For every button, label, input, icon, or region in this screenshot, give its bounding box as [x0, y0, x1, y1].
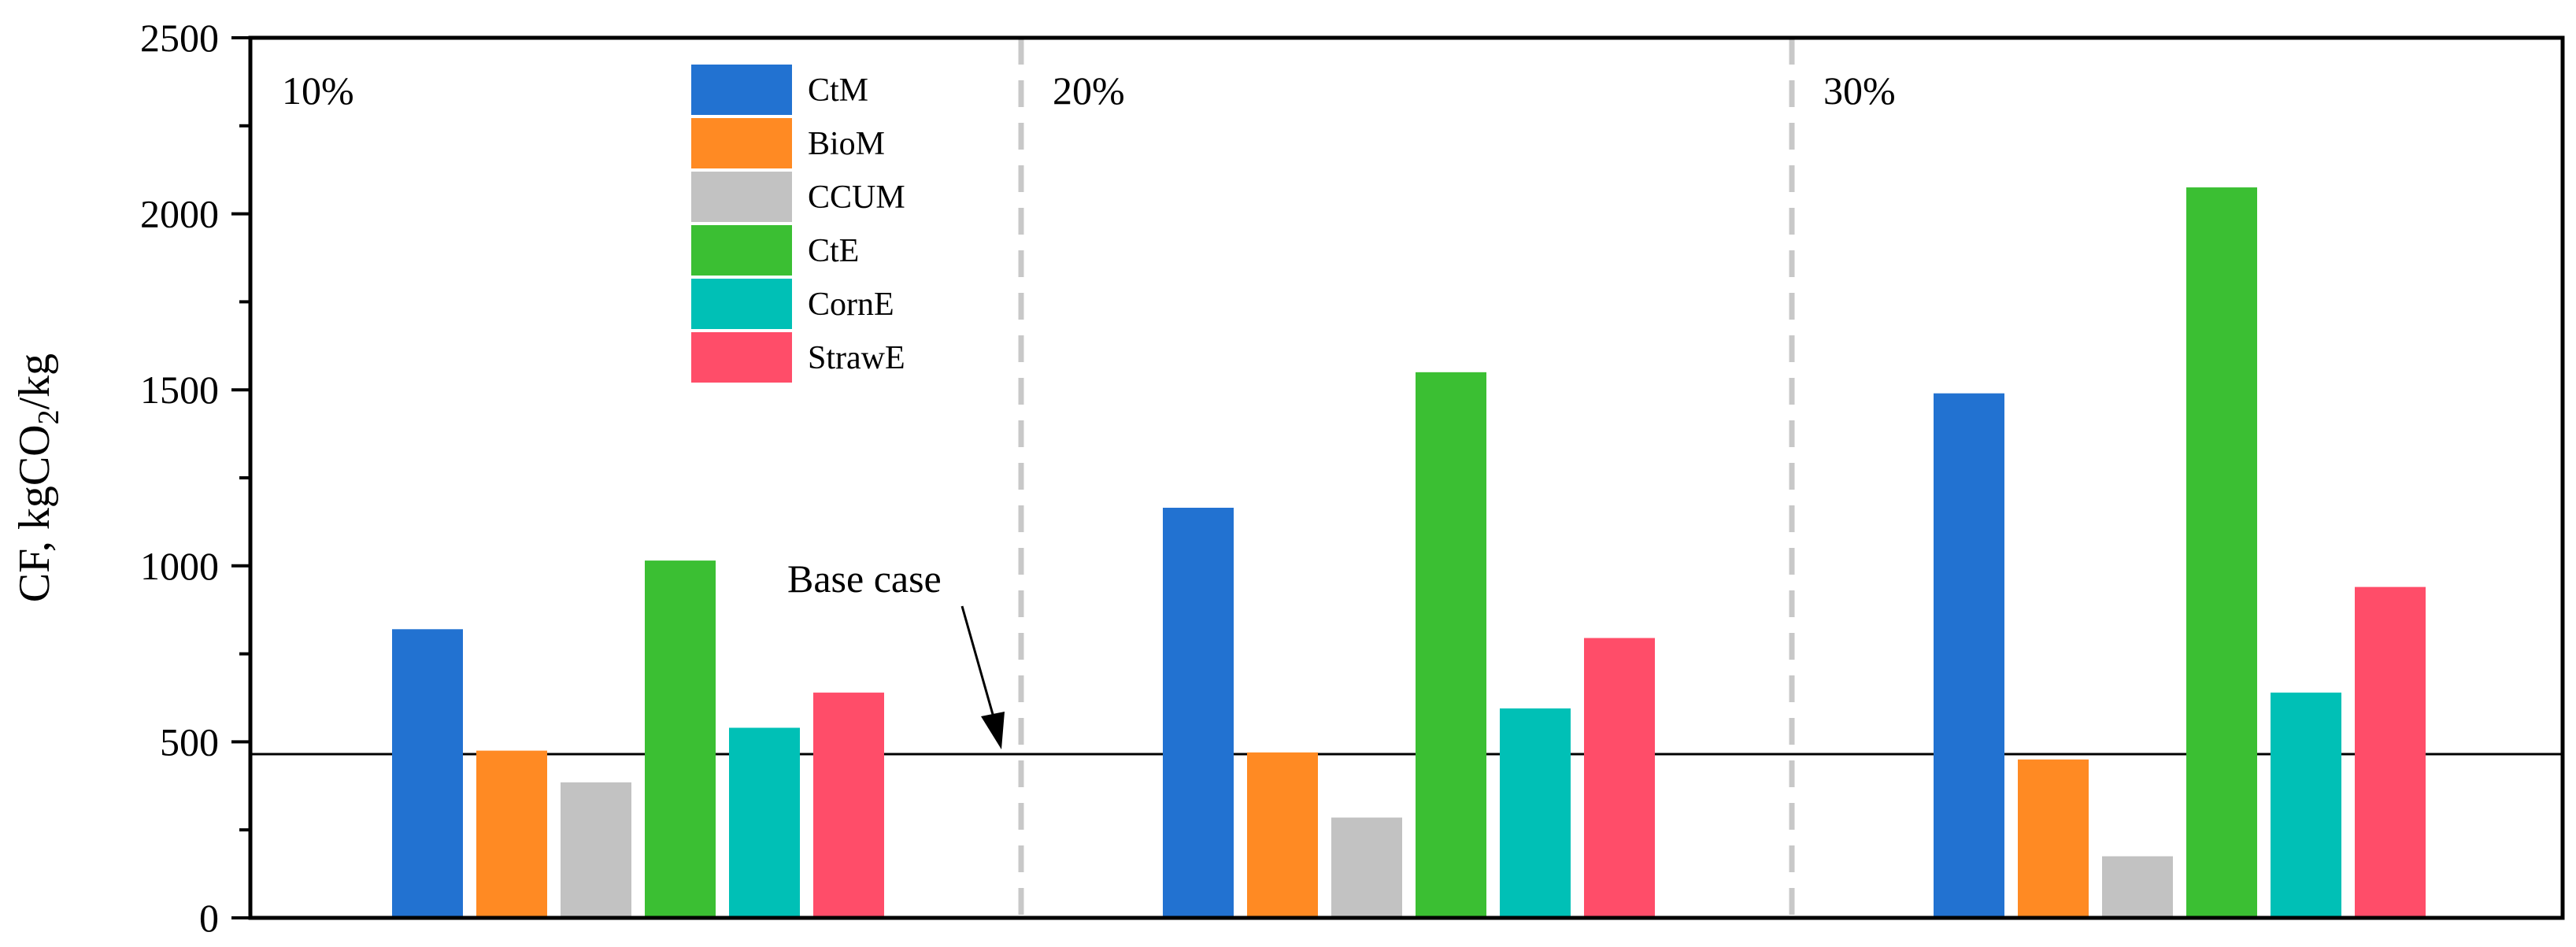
- legend-swatch-cte: [691, 225, 792, 276]
- bar-strawe-3: [2355, 586, 2426, 918]
- legend-label-strawe: StrawE: [808, 340, 905, 376]
- bar-ctm-3: [1934, 393, 2004, 918]
- legend-label-biom: BioM: [808, 126, 885, 162]
- legend-label-ccum: CCUM: [808, 179, 905, 216]
- y-tick-label: 0: [199, 896, 219, 940]
- y-tick-label: 1500: [140, 368, 219, 412]
- bar-strawe-2: [1584, 638, 1655, 918]
- bar-ctm-1: [392, 629, 463, 918]
- bar-corne-3: [2271, 692, 2341, 918]
- bar-ccum-2: [1331, 817, 1402, 918]
- bar-cte-3: [2186, 187, 2257, 918]
- y-axis-title: CF, kgCO2/kg: [10, 353, 65, 602]
- annotation-arrow-head: [981, 712, 1005, 750]
- annotation-arrow-shaft: [960, 605, 997, 723]
- y-tick-label: 2500: [140, 16, 219, 60]
- group-label: 30%: [1823, 68, 1896, 113]
- bar-ccum-1: [561, 782, 631, 918]
- y-tick-label: 1000: [140, 544, 219, 588]
- bar-strawe-1: [813, 692, 884, 918]
- legend-swatch-ccum: [691, 172, 792, 222]
- group-label: 20%: [1053, 68, 1125, 113]
- bar-biom-1: [476, 750, 547, 918]
- bar-corne-2: [1500, 708, 1571, 918]
- bar-ctm-2: [1163, 508, 1234, 918]
- y-tick-label: 2000: [140, 192, 219, 236]
- legend-label-cte: CtE: [808, 233, 859, 269]
- legend-label-corne: CornE: [808, 287, 894, 323]
- legend-swatch-strawe: [691, 332, 792, 383]
- bar-cte-2: [1416, 372, 1486, 919]
- base-case-label: Base case: [787, 557, 942, 601]
- legend-swatch-corne: [691, 279, 792, 329]
- bar-corne-1: [729, 727, 800, 918]
- legend-label-ctm: CtM: [808, 72, 868, 109]
- group-label: 10%: [282, 68, 354, 113]
- y-tick-label: 500: [160, 719, 219, 764]
- bar-biom-3: [2018, 759, 2089, 918]
- bar-biom-2: [1247, 752, 1318, 918]
- legend-swatch-biom: [691, 118, 792, 168]
- bar-ccum-3: [2102, 856, 2173, 918]
- legend-swatch-ctm: [691, 65, 792, 115]
- bar-cte-1: [645, 560, 716, 918]
